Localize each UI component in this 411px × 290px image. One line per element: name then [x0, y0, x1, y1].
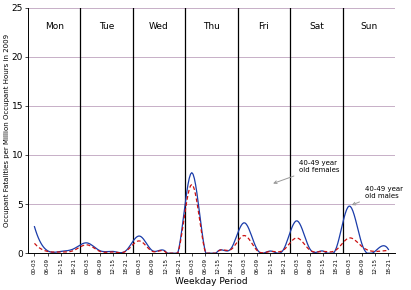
Text: 40-49 year
old males: 40-49 year old males	[353, 186, 403, 205]
Text: Sat: Sat	[309, 22, 324, 31]
Text: Tue: Tue	[99, 22, 114, 31]
Text: Mon: Mon	[45, 22, 64, 31]
Text: Thu: Thu	[203, 22, 220, 31]
Text: Sun: Sun	[360, 22, 377, 31]
Text: Fri: Fri	[259, 22, 269, 31]
X-axis label: Weekday Period: Weekday Period	[175, 277, 248, 286]
Text: Wed: Wed	[149, 22, 169, 31]
Y-axis label: Occupant Fatalities per Million Occupant Hours in 2009: Occupant Fatalities per Million Occupant…	[4, 34, 10, 227]
Text: 40-49 year
old females: 40-49 year old females	[274, 160, 340, 184]
